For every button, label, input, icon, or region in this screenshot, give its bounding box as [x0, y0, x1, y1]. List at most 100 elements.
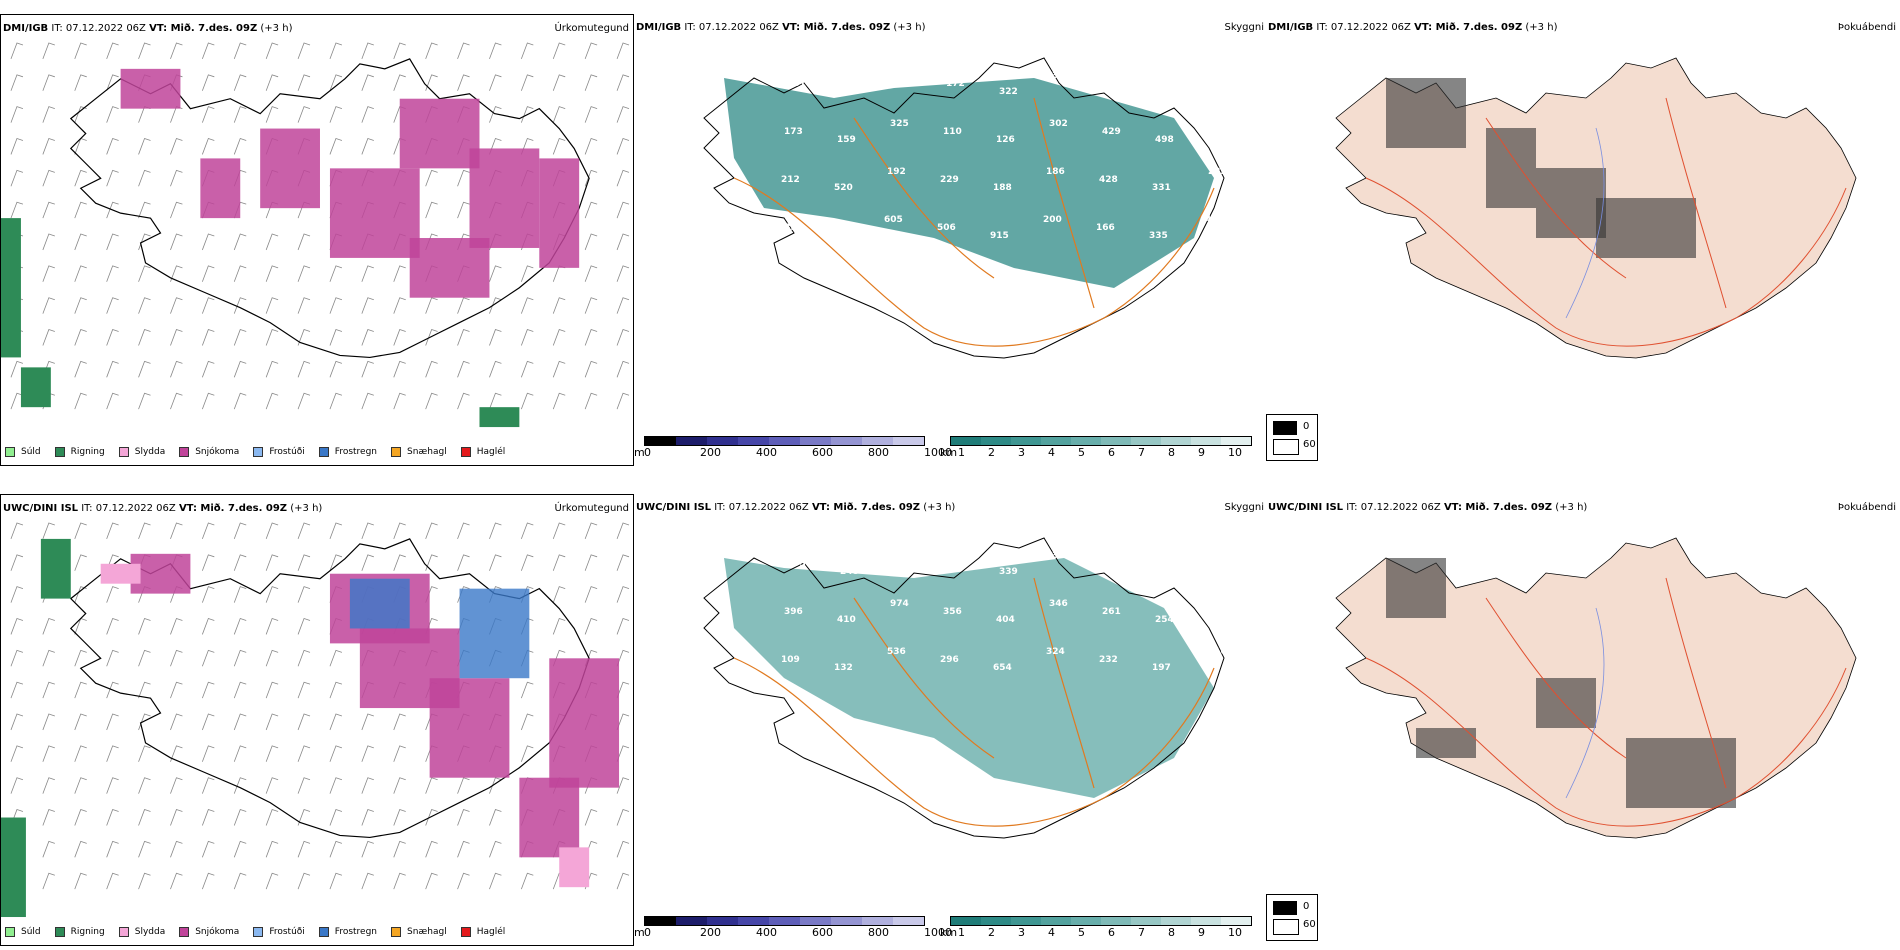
wind-barb	[265, 297, 279, 314]
scale-ticks: m 0 200 400 600 800 1000	[634, 926, 980, 939]
wind-barb	[265, 522, 279, 540]
wind-barb	[10, 138, 24, 155]
valid-time: VT: Mið. 7.des. 09Z	[178, 503, 288, 514]
wind-barb	[329, 809, 343, 826]
precip-type-panel-top: DMI/IGB IT: 07.12.2022 06Z VT: Mið. 7.de…	[0, 14, 634, 466]
wind-barb	[42, 233, 55, 251]
wind-barb	[552, 297, 566, 314]
wind-barb	[138, 201, 151, 219]
fog-area	[1386, 558, 1446, 618]
fog-areas	[1386, 558, 1736, 808]
wind-barb	[265, 649, 279, 667]
road	[1033, 97, 1095, 309]
wind-barb	[74, 360, 87, 378]
precip-legend: Súld Rigning Slydda Snjókoma Frostúði Frostre…	[5, 445, 505, 459]
legend-swatch	[318, 927, 329, 937]
wind-barb	[233, 840, 247, 858]
wind-barb	[42, 681, 55, 699]
scale-tick: 600	[812, 446, 833, 459]
freezing-rain-area	[459, 588, 530, 679]
wind-barb	[520, 74, 534, 91]
scale-unit: km	[940, 926, 958, 939]
wind-barb	[361, 745, 374, 762]
wind-barb	[489, 522, 502, 540]
wind-barb	[616, 201, 630, 219]
wind-barb	[584, 618, 598, 635]
map-canvas	[1335, 57, 1857, 359]
fog-area	[1386, 78, 1466, 148]
wind-barb	[106, 713, 119, 731]
visibility-label: 158	[840, 87, 859, 97]
wind-barb	[425, 169, 438, 187]
wind-barb	[616, 554, 630, 571]
wind-barb	[457, 809, 470, 826]
wind-barb	[616, 265, 630, 282]
wind-barb	[616, 74, 630, 91]
wind-barb	[361, 360, 374, 378]
wind-barb	[584, 329, 598, 346]
legend-swatch	[460, 447, 471, 457]
wind-barb	[552, 522, 566, 540]
wind-barb	[170, 138, 183, 155]
init-time: IT: 07.12.2022 06Z	[81, 503, 176, 514]
wind-barb	[616, 618, 630, 635]
scale-tick: 9	[1198, 446, 1205, 459]
scale-swatch	[893, 917, 924, 925]
legend-label: Snjókoma	[195, 927, 240, 937]
wind-barb	[489, 840, 502, 858]
rivers	[1565, 607, 1605, 799]
scale-swatch	[1161, 437, 1191, 445]
wind-barb	[584, 233, 598, 251]
wind-barb	[106, 392, 119, 410]
wind-barb	[265, 840, 279, 858]
legend-label: Rigning	[70, 927, 105, 937]
wind-barb	[489, 777, 502, 794]
wind-barb	[106, 233, 119, 251]
wind-barb	[489, 42, 502, 60]
valid-time: VT: Mið. 7.des. 09Z	[811, 502, 921, 513]
scale-swatch	[831, 917, 862, 925]
wind-barb	[265, 265, 279, 282]
scale-swatch	[1011, 437, 1041, 445]
scale-tick: 800	[868, 446, 889, 459]
wind-barb	[329, 329, 343, 346]
rivers	[1565, 127, 1605, 319]
wind-barb	[201, 522, 215, 540]
wind-barb	[520, 522, 534, 540]
scale-swatch	[1011, 917, 1041, 925]
legend-item: Frostúði	[253, 927, 305, 937]
wind-barb	[552, 618, 566, 635]
legend-label: Haglél	[476, 447, 506, 457]
iceland-map	[1, 519, 633, 921]
panel-title: Úrkomutegund	[554, 23, 629, 34]
wind-barb	[329, 777, 343, 794]
wind-barb	[74, 392, 87, 410]
wind-barb	[201, 360, 215, 378]
visibility-label: 302	[1049, 119, 1068, 129]
wind-barb	[74, 777, 87, 794]
wind-barb	[393, 872, 406, 890]
scale-tick: 10	[1228, 926, 1242, 939]
wind-barb	[584, 297, 598, 314]
scale-tick: 6	[1108, 926, 1115, 939]
wind-barb	[233, 74, 247, 91]
visibility-label: 325	[890, 119, 909, 129]
wind-barb	[170, 745, 183, 762]
scale-tick: 2	[988, 926, 995, 939]
scale-ticks: m 0 200 400 600 800 1000	[634, 446, 980, 459]
panel-header: DMI/IGB IT: 07.12.2022 06Z VT: Mið. 7.de…	[634, 14, 1268, 33]
wind-barb	[138, 713, 151, 731]
visibility-label: 256	[893, 71, 912, 81]
visibility-label: 109	[781, 655, 800, 665]
scale-tick: 2	[988, 446, 995, 459]
legend-item: Snjókoma	[179, 447, 239, 457]
wind-barb	[233, 522, 247, 540]
wind-barb	[106, 169, 119, 187]
run-name: UWC/DINI ISL	[1268, 502, 1344, 513]
visibility-label: 192	[887, 167, 906, 177]
visibility-scale-high-bottom: km 1 2 3 4 5 6 7 8 9 10	[940, 916, 1270, 942]
panel-title: Skyggni	[1224, 22, 1264, 33]
wind-barb	[74, 138, 87, 155]
wind-barb	[201, 840, 215, 858]
wind-barb	[138, 809, 151, 826]
